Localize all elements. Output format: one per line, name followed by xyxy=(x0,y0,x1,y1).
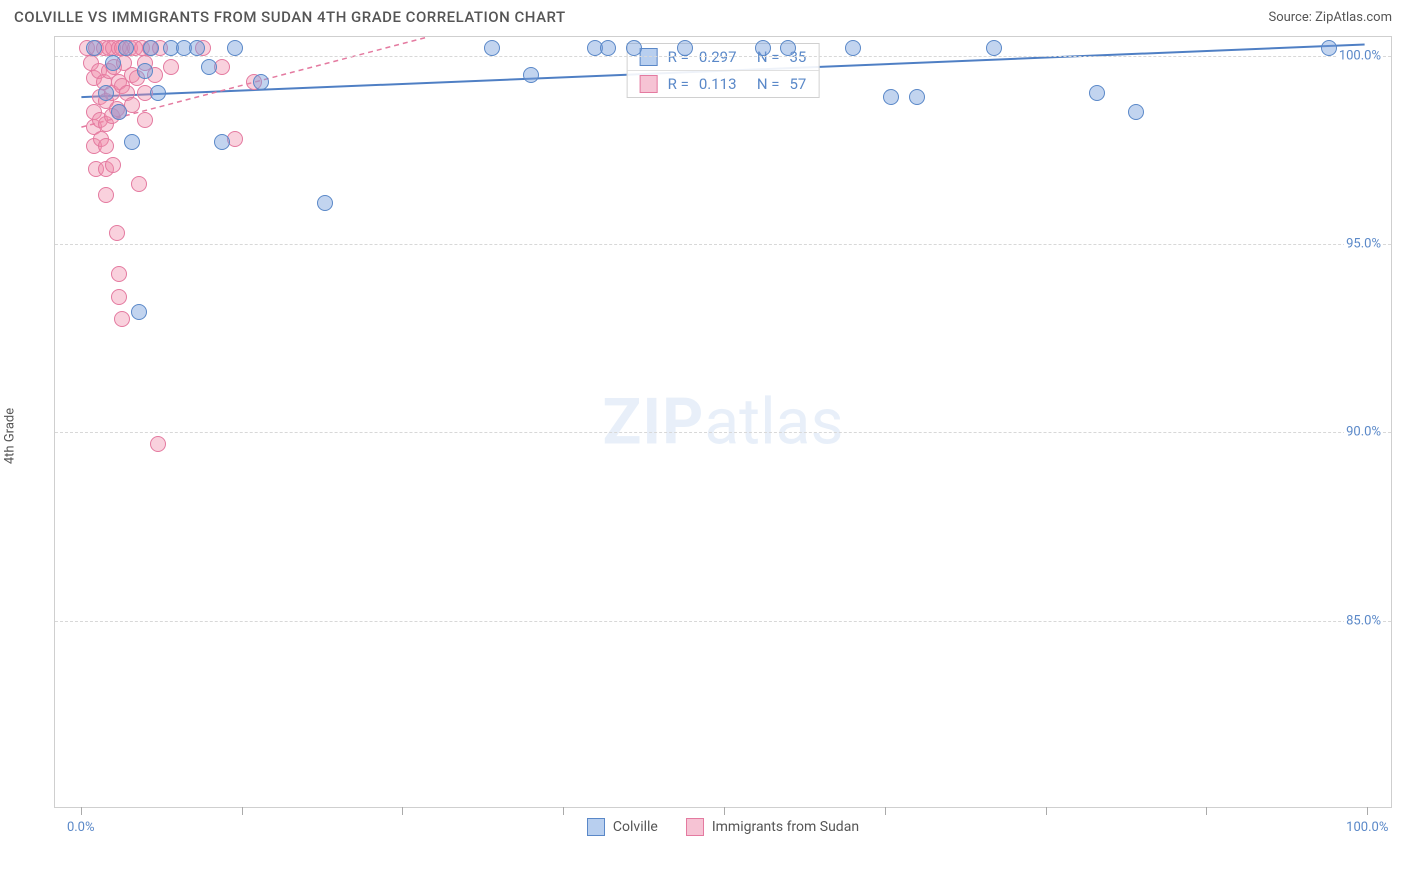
scatter-point xyxy=(600,40,616,56)
scatter-point xyxy=(227,40,243,56)
chart-source: Source: ZipAtlas.com xyxy=(1268,10,1392,25)
chart-title: COLVILLE VS IMMIGRANTS FROM SUDAN 4TH GR… xyxy=(14,8,566,26)
scatter-point xyxy=(1128,104,1144,120)
x-tick xyxy=(1367,807,1368,815)
x-tick xyxy=(402,807,403,815)
scatter-point xyxy=(111,289,127,305)
scatter-point xyxy=(909,89,925,105)
gridline xyxy=(55,621,1391,622)
scatter-point xyxy=(111,266,127,282)
x-tick xyxy=(563,807,564,815)
scatter-point xyxy=(626,40,642,56)
scatter-point xyxy=(677,40,693,56)
legend-swatch xyxy=(587,818,605,836)
stats-r-value: 0.297 xyxy=(699,48,747,66)
y-tick-label: 95.0% xyxy=(1344,237,1383,252)
y-axis-label: 4th Grade xyxy=(3,408,18,464)
chart-header: COLVILLE VS IMMIGRANTS FROM SUDAN 4TH GR… xyxy=(0,0,1406,30)
scatter-point xyxy=(523,67,539,83)
scatter-point xyxy=(201,59,217,75)
legend-swatch xyxy=(686,818,704,836)
scatter-point xyxy=(150,436,166,452)
chart-container: 4th Grade ZIPatlas R =0.297N =35R =0.113… xyxy=(14,36,1392,836)
scatter-point xyxy=(105,55,121,71)
watermark-rest: atlas xyxy=(704,385,843,460)
x-tick xyxy=(724,807,725,815)
y-tick-label: 85.0% xyxy=(1344,613,1383,628)
scatter-point xyxy=(131,176,147,192)
gridline xyxy=(55,244,1391,245)
legend-label: Colville xyxy=(613,819,658,835)
scatter-point xyxy=(883,89,899,105)
scatter-point xyxy=(111,104,127,120)
scatter-point xyxy=(317,195,333,211)
scatter-point xyxy=(189,40,205,56)
stats-row: R = 0.113 N = 57 xyxy=(628,71,819,97)
x-tick xyxy=(885,807,886,815)
stats-r-label: R = xyxy=(668,75,689,93)
scatter-point xyxy=(163,59,179,75)
watermark-bold: ZIP xyxy=(603,385,705,460)
scatter-point xyxy=(86,40,102,56)
scatter-point xyxy=(105,157,121,173)
x-tick xyxy=(1046,807,1047,815)
stats-n-value: 57 xyxy=(789,75,806,93)
scatter-point xyxy=(214,134,230,150)
scatter-point xyxy=(137,112,153,128)
scatter-point xyxy=(1089,85,1105,101)
legend: Colville Immigrants from Sudan xyxy=(54,818,1392,836)
series-swatch xyxy=(640,48,658,66)
gridline xyxy=(55,56,1391,57)
legend-item: Immigrants from Sudan xyxy=(686,818,859,836)
legend-item: Colville xyxy=(587,818,658,836)
scatter-point xyxy=(845,40,861,56)
x-tick xyxy=(242,807,243,815)
x-tick xyxy=(1206,807,1207,815)
scatter-point xyxy=(98,138,114,154)
scatter-point xyxy=(124,134,140,150)
x-tick xyxy=(81,807,82,815)
scatter-point xyxy=(109,225,125,241)
y-tick-label: 100.0% xyxy=(1337,48,1383,63)
scatter-point xyxy=(98,187,114,203)
scatter-point xyxy=(137,63,153,79)
scatter-point xyxy=(755,40,771,56)
scatter-point xyxy=(98,85,114,101)
watermark: ZIPatlas xyxy=(603,385,844,460)
scatter-point xyxy=(780,40,796,56)
plot-area: ZIPatlas R =0.297N =35R =0.113N =57 85.0… xyxy=(54,36,1392,808)
series-swatch xyxy=(640,75,658,93)
scatter-point xyxy=(143,40,159,56)
scatter-point xyxy=(253,74,269,90)
gridline xyxy=(55,432,1391,433)
y-tick-label: 90.0% xyxy=(1344,425,1383,440)
stats-n-label: N = xyxy=(757,75,780,93)
scatter-point xyxy=(986,40,1002,56)
scatter-point xyxy=(150,85,166,101)
legend-label: Immigrants from Sudan xyxy=(712,819,859,835)
trend-lines-layer xyxy=(55,37,1391,807)
stats-r-value: 0.113 xyxy=(699,75,747,93)
scatter-point xyxy=(484,40,500,56)
scatter-point xyxy=(114,311,130,327)
scatter-point xyxy=(118,40,134,56)
scatter-point xyxy=(131,304,147,320)
scatter-point xyxy=(1321,40,1337,56)
